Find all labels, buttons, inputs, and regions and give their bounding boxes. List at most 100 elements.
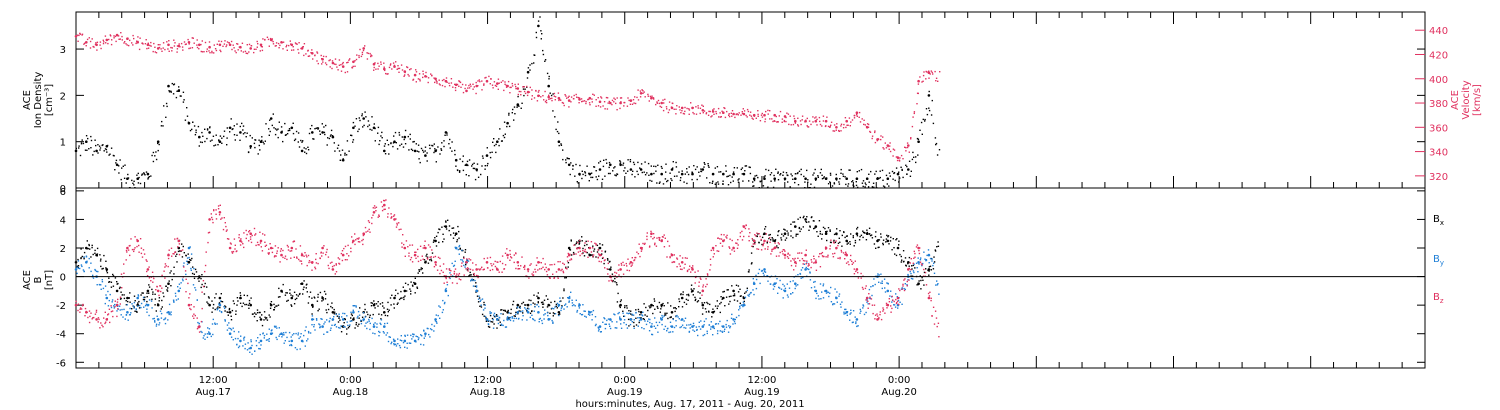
by-point [571, 302, 574, 304]
by-point [350, 311, 352, 313]
by-point [516, 306, 519, 308]
bx-point [459, 247, 461, 250]
by-point [101, 279, 103, 281]
velocity-point [354, 65, 356, 67]
bx-point [502, 313, 504, 315]
by-point [404, 335, 406, 337]
velocity-point [375, 68, 377, 70]
by-point [107, 305, 110, 307]
density-point [249, 134, 251, 137]
bz-point [123, 272, 125, 274]
bx-point [334, 311, 336, 313]
bz-point [256, 241, 259, 244]
bx-point [841, 234, 843, 237]
bz-point [95, 309, 98, 312]
by-point [493, 312, 496, 315]
by-point [296, 348, 298, 351]
bx-point-point [115, 289, 119, 293]
bx-point [891, 249, 893, 251]
by-point [887, 282, 889, 285]
bx-point [603, 262, 605, 265]
density-point [704, 163, 706, 165]
velocity-point [705, 112, 708, 114]
bz-point [540, 262, 542, 264]
bz-point [431, 249, 433, 251]
velocity-point [408, 75, 410, 77]
velocity-point [642, 90, 644, 92]
density-point [508, 125, 511, 128]
by-point [219, 310, 221, 312]
velocity-point [737, 114, 739, 116]
by-point [797, 274, 799, 276]
velocity-point [581, 100, 583, 103]
velocity-point [256, 40, 258, 43]
bz-point [167, 265, 169, 268]
velocity-point [383, 62, 385, 64]
bx-point [797, 218, 799, 220]
density-point-point [352, 126, 355, 130]
velocity-point [675, 113, 677, 115]
bz-point [354, 233, 356, 235]
bx-point [264, 316, 266, 318]
velocity-point [585, 100, 587, 103]
density-point [180, 95, 182, 97]
bx-point [839, 241, 841, 243]
bottom-panel-data [74, 199, 940, 355]
bx-point [169, 272, 171, 274]
bz-point [417, 255, 419, 258]
bz-point [584, 250, 586, 253]
density-point [357, 130, 359, 133]
bz-point [532, 271, 535, 273]
bz-point [236, 250, 238, 252]
density-point-point [845, 177, 848, 180]
by-point [645, 323, 648, 326]
bz-point [304, 252, 306, 254]
by-point [270, 330, 273, 332]
velocity-point-point [444, 79, 448, 83]
bx-point-point [547, 303, 550, 307]
by-point [886, 282, 888, 284]
velocity-point-point [177, 44, 181, 48]
velocity-point [124, 41, 126, 43]
density-point [787, 181, 789, 183]
velocity-point [338, 59, 341, 61]
density-point [619, 160, 621, 162]
density-point [851, 181, 853, 183]
by-point [547, 314, 549, 317]
by-point [672, 331, 674, 333]
density-point [462, 169, 465, 172]
density-point [346, 140, 349, 142]
bx-point [138, 300, 140, 303]
velocity-point [191, 37, 193, 39]
by-point [321, 318, 323, 320]
bz-point [308, 260, 311, 262]
by-point [877, 273, 879, 275]
bx-point [112, 273, 114, 276]
bz-point [477, 276, 479, 279]
by-point [246, 349, 249, 351]
bz-point [140, 247, 143, 249]
density-point [502, 134, 505, 137]
by-point [895, 293, 897, 295]
velocity-point [431, 74, 433, 77]
bz-point [105, 321, 107, 323]
bx-point [657, 307, 659, 309]
velocity-point [935, 80, 937, 82]
by-point [216, 323, 218, 325]
bz-point [168, 249, 170, 251]
bx-point [591, 254, 593, 256]
density-point [336, 147, 339, 149]
bz-point [486, 267, 489, 269]
velocity-point [136, 40, 138, 42]
density-point [849, 169, 851, 171]
bx-point [197, 277, 199, 280]
bx-point [873, 243, 876, 245]
bx-point [110, 286, 113, 288]
by-point [554, 313, 557, 315]
bz-point-point [619, 268, 622, 271]
bx-point [908, 265, 910, 267]
bz-point-point [156, 289, 160, 293]
by-point [698, 321, 700, 323]
density-point [636, 170, 638, 173]
velocity-point [588, 102, 591, 104]
